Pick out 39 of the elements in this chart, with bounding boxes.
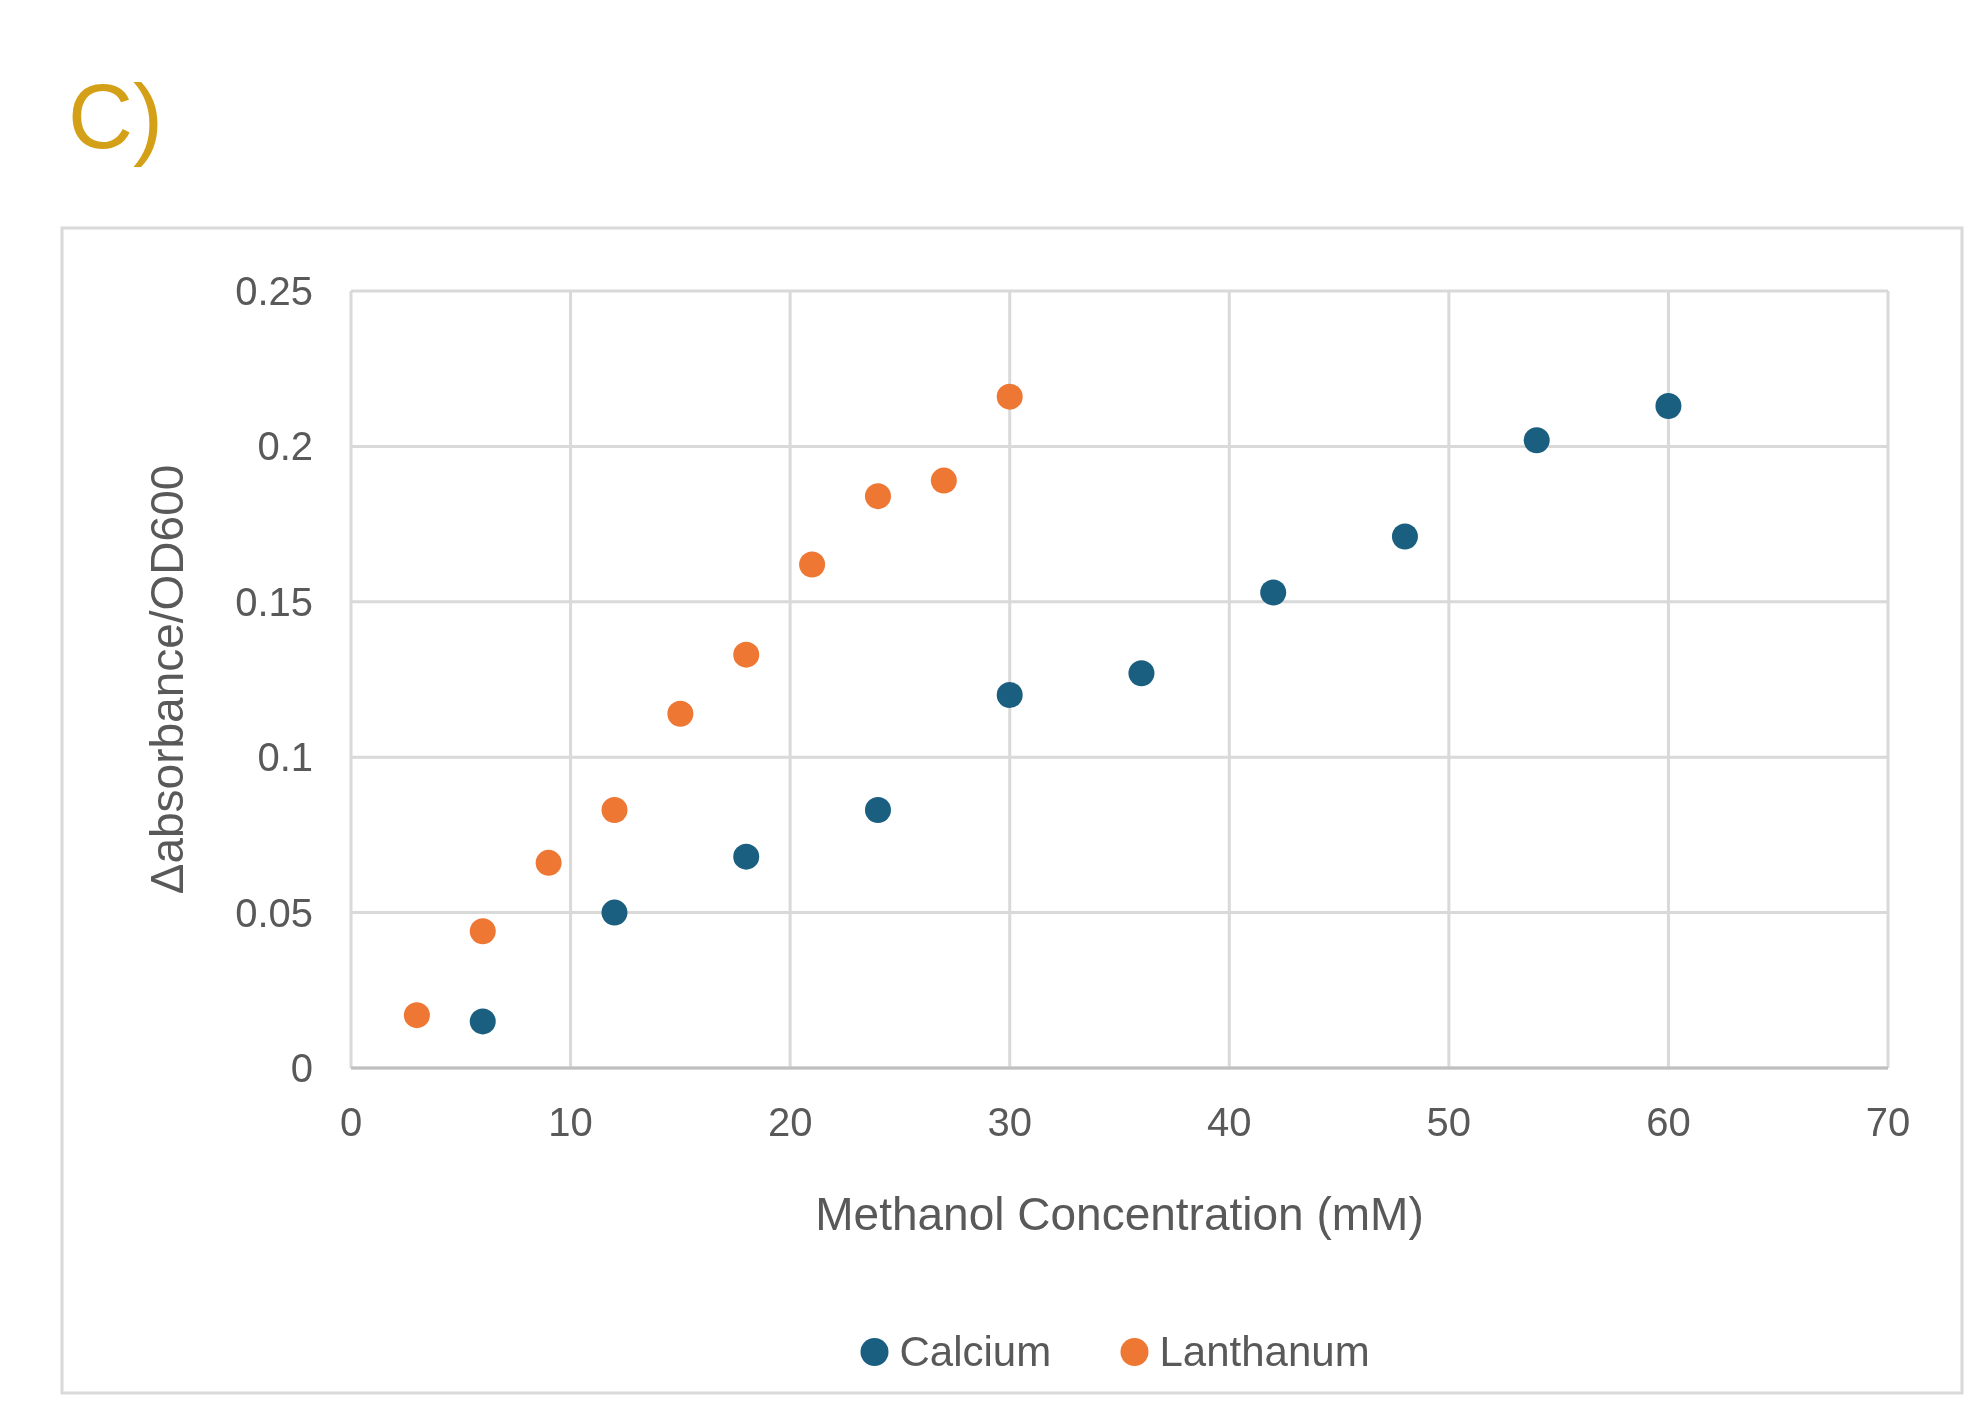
point [996,383,1023,410]
x-tick-label: 20 [767,1100,813,1144]
y-axis-title: Δabsorbance/OD600 [141,464,193,895]
point [1523,427,1550,454]
x-tick-label: 60 [1646,1100,1691,1144]
point [403,1002,430,1029]
y-tick-label: 0.15 [235,579,313,624]
point [667,700,694,727]
point [1260,579,1287,606]
point [864,797,891,824]
legend-label: Calcium [899,1328,1052,1375]
y-tick-label: 0.05 [235,890,313,935]
point [996,682,1023,709]
point [535,849,562,876]
x-tick-label: 10 [548,1100,593,1144]
point [601,797,628,824]
point [864,483,891,510]
y-tick-label: 0.25 [235,269,313,313]
point [1655,393,1682,419]
point [733,843,760,870]
point [930,467,957,494]
point [601,899,628,926]
point [1128,660,1155,687]
point [799,551,826,578]
x-tick-label: 0 [339,1100,363,1144]
x-tick-label: 30 [987,1100,1032,1144]
point [733,641,760,668]
x-tick-label: 70 [1865,1100,1911,1144]
y-tick-label: 0.2 [257,424,313,469]
legend-label: Lanthanum [1159,1328,1370,1375]
point [1391,523,1418,550]
chart-title: C) [68,67,163,167]
y-tick-label: 0 [290,1046,313,1090]
point [469,918,496,945]
y-tick-label: 0.1 [257,735,313,780]
x-axis-title: Methanol Concentration (mM) [815,1188,1424,1240]
x-tick-label: 50 [1426,1100,1472,1144]
point [469,1008,496,1035]
x-tick-label: 40 [1207,1100,1252,1144]
